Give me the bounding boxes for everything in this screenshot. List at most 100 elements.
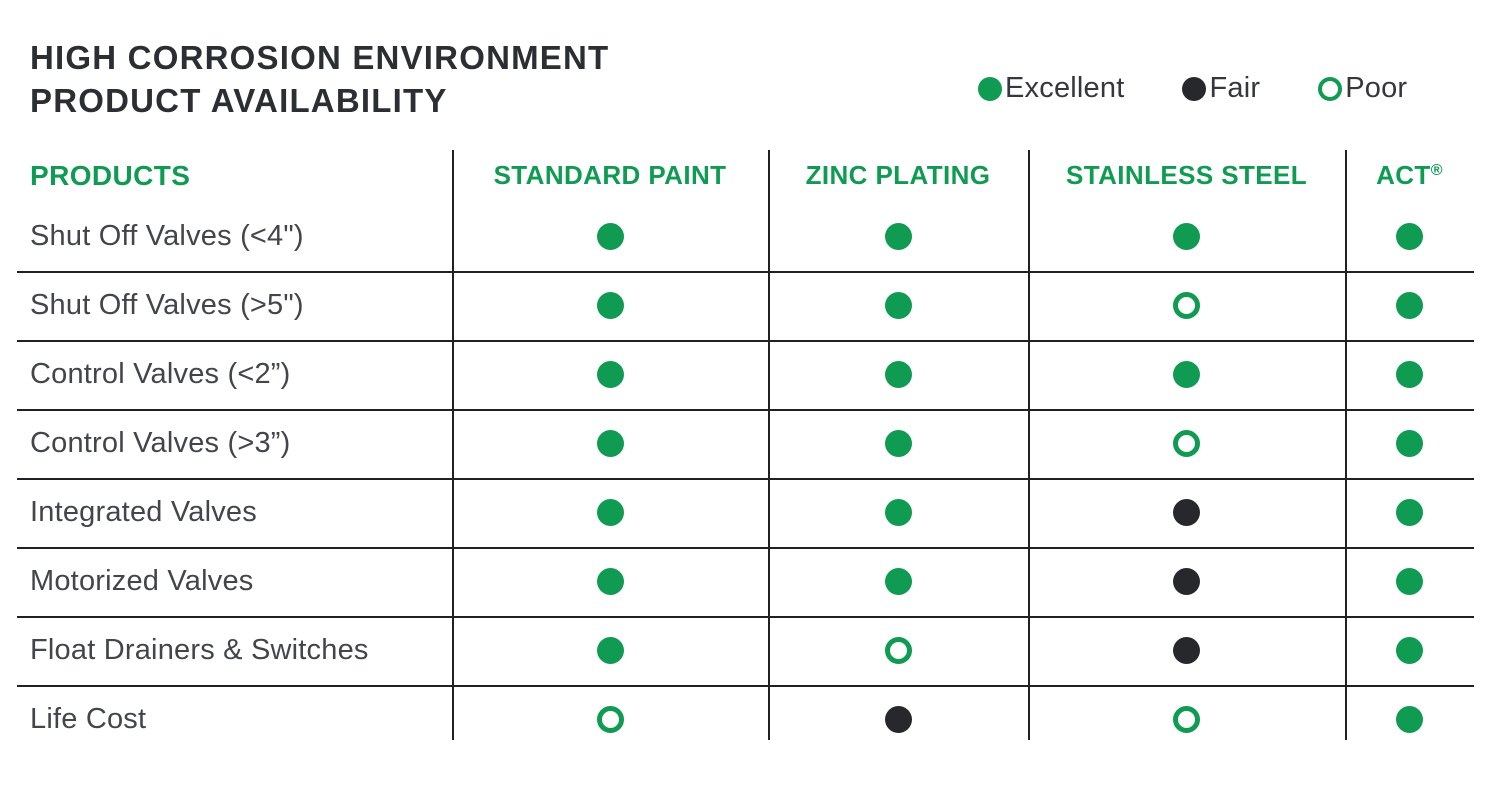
rating-cell bbox=[452, 568, 768, 595]
row-label: Float Drainers & Switches bbox=[30, 634, 369, 666]
rating-cell bbox=[1345, 292, 1474, 319]
rating-excellent-circle-icon bbox=[596, 223, 624, 250]
rating-excellent-circle-icon bbox=[1173, 361, 1200, 388]
rating-excellent-circle-icon bbox=[1396, 430, 1423, 457]
table-row: Control Valves (<2”) bbox=[17, 340, 1474, 409]
rating-excellent-circle-icon bbox=[596, 361, 624, 388]
rating-cell bbox=[452, 361, 768, 388]
rating-cell bbox=[1028, 223, 1345, 250]
poor-circle-icon bbox=[1318, 76, 1343, 101]
column-header-standard-paint: STANDARD PAINT bbox=[452, 160, 768, 191]
rating-cell bbox=[1345, 361, 1474, 388]
rating-cell bbox=[1028, 361, 1345, 388]
column-divider bbox=[452, 150, 454, 740]
rating-excellent-circle-icon bbox=[884, 430, 912, 457]
table-row: Float Drainers & Switches bbox=[17, 616, 1474, 685]
rating-excellent-circle-icon bbox=[884, 361, 912, 388]
rating-cell bbox=[1345, 706, 1474, 733]
row-divider bbox=[17, 685, 1474, 687]
rating-excellent-circle-icon bbox=[1396, 637, 1423, 664]
legend-label: Excellent bbox=[1005, 72, 1125, 104]
row-label: Control Valves (>3”) bbox=[30, 427, 291, 459]
rating-cell bbox=[1028, 706, 1345, 733]
rating-cell bbox=[1028, 292, 1345, 319]
rating-poor-circle-icon bbox=[1173, 430, 1200, 457]
rating-cell bbox=[768, 292, 1028, 319]
legend-item-fair: Fair bbox=[1182, 72, 1260, 105]
legend-label: Poor bbox=[1345, 72, 1408, 104]
rating-cell bbox=[452, 430, 768, 457]
rating-excellent-circle-icon bbox=[1396, 292, 1423, 319]
page-title: HIGH CORROSION ENVIRONMENT PRODUCT AVAIL… bbox=[30, 36, 609, 122]
column-header-act: ACT® bbox=[1345, 160, 1474, 191]
rating-cell bbox=[768, 430, 1028, 457]
rating-cell bbox=[768, 361, 1028, 388]
rating-cell bbox=[452, 223, 768, 250]
rating-cell bbox=[1028, 568, 1345, 595]
legend-item-poor: Poor bbox=[1318, 72, 1407, 105]
excellent-circle-icon bbox=[978, 76, 1002, 101]
rating-cell bbox=[1028, 637, 1345, 664]
rating-excellent-circle-icon bbox=[884, 499, 912, 526]
rating-excellent-circle-icon bbox=[1396, 361, 1423, 388]
rating-excellent-circle-icon bbox=[1396, 223, 1423, 250]
page-title-line1: HIGH CORROSION ENVIRONMENT bbox=[30, 39, 610, 76]
rating-cell bbox=[1345, 223, 1474, 250]
rating-cell bbox=[768, 706, 1028, 733]
row-divider bbox=[17, 409, 1474, 411]
rating-poor-circle-icon bbox=[1173, 292, 1200, 319]
fair-circle-icon bbox=[1182, 76, 1207, 101]
rating-cell bbox=[768, 637, 1028, 664]
legend-label: Fair bbox=[1209, 72, 1261, 104]
rating-fair-circle-icon bbox=[1173, 637, 1200, 664]
rating-excellent-circle-icon bbox=[1396, 499, 1423, 526]
rating-cell bbox=[452, 499, 768, 526]
table-row: Shut Off Valves (<4") bbox=[17, 202, 1474, 271]
rating-excellent-circle-icon bbox=[884, 223, 912, 250]
rating-poor-circle-icon bbox=[884, 637, 912, 664]
rating-cell bbox=[768, 223, 1028, 250]
rating-fair-circle-icon bbox=[1173, 499, 1200, 526]
rating-excellent-circle-icon bbox=[596, 430, 624, 457]
table-row: Integrated Valves bbox=[17, 478, 1474, 547]
rating-excellent-circle-icon bbox=[884, 568, 912, 595]
row-label: Integrated Valves bbox=[30, 496, 257, 528]
rating-excellent-circle-icon bbox=[596, 637, 624, 664]
rating-excellent-circle-icon bbox=[884, 292, 912, 319]
rating-cell bbox=[1345, 430, 1474, 457]
rating-cell bbox=[1345, 568, 1474, 595]
rating-excellent-circle-icon bbox=[596, 568, 624, 595]
row-label: Shut Off Valves (<4") bbox=[30, 220, 304, 252]
rating-cell bbox=[768, 499, 1028, 526]
rating-excellent-circle-icon bbox=[596, 292, 624, 319]
column-header-products: PRODUCTS bbox=[30, 160, 191, 191]
table-row: Life Cost bbox=[17, 685, 1474, 754]
row-divider bbox=[17, 547, 1474, 549]
page-title-line2: PRODUCT AVAILABILITY bbox=[30, 82, 448, 119]
column-header-label: STAINLESS STEEL bbox=[1066, 160, 1307, 190]
rating-cell bbox=[452, 292, 768, 319]
row-label: Motorized Valves bbox=[30, 565, 254, 597]
table-row: Motorized Valves bbox=[17, 547, 1474, 616]
column-divider bbox=[768, 150, 770, 740]
column-header-label: ACT bbox=[1376, 160, 1431, 190]
rating-fair-circle-icon bbox=[884, 706, 912, 733]
rating-poor-circle-icon bbox=[596, 706, 624, 733]
table-rows: Shut Off Valves (<4") Shut Off Valves (>5… bbox=[17, 202, 1474, 754]
legend-item-excellent: Excellent bbox=[978, 72, 1124, 105]
row-label: Life Cost bbox=[30, 703, 147, 735]
rating-excellent-circle-icon bbox=[596, 499, 624, 526]
row-divider bbox=[17, 616, 1474, 618]
rating-cell bbox=[768, 568, 1028, 595]
table-row: Control Valves (>3”) bbox=[17, 409, 1474, 478]
row-label: Shut Off Valves (>5") bbox=[30, 289, 304, 321]
column-header-zinc-plating: ZINC PLATING bbox=[768, 160, 1028, 191]
table-row: Shut Off Valves (>5") bbox=[17, 271, 1474, 340]
registered-trademark-icon: ® bbox=[1430, 162, 1443, 179]
rating-excellent-circle-icon bbox=[1396, 568, 1423, 595]
row-divider bbox=[17, 478, 1474, 480]
rating-cell bbox=[1028, 499, 1345, 526]
rating-cell bbox=[1345, 499, 1474, 526]
column-divider bbox=[1345, 150, 1347, 740]
